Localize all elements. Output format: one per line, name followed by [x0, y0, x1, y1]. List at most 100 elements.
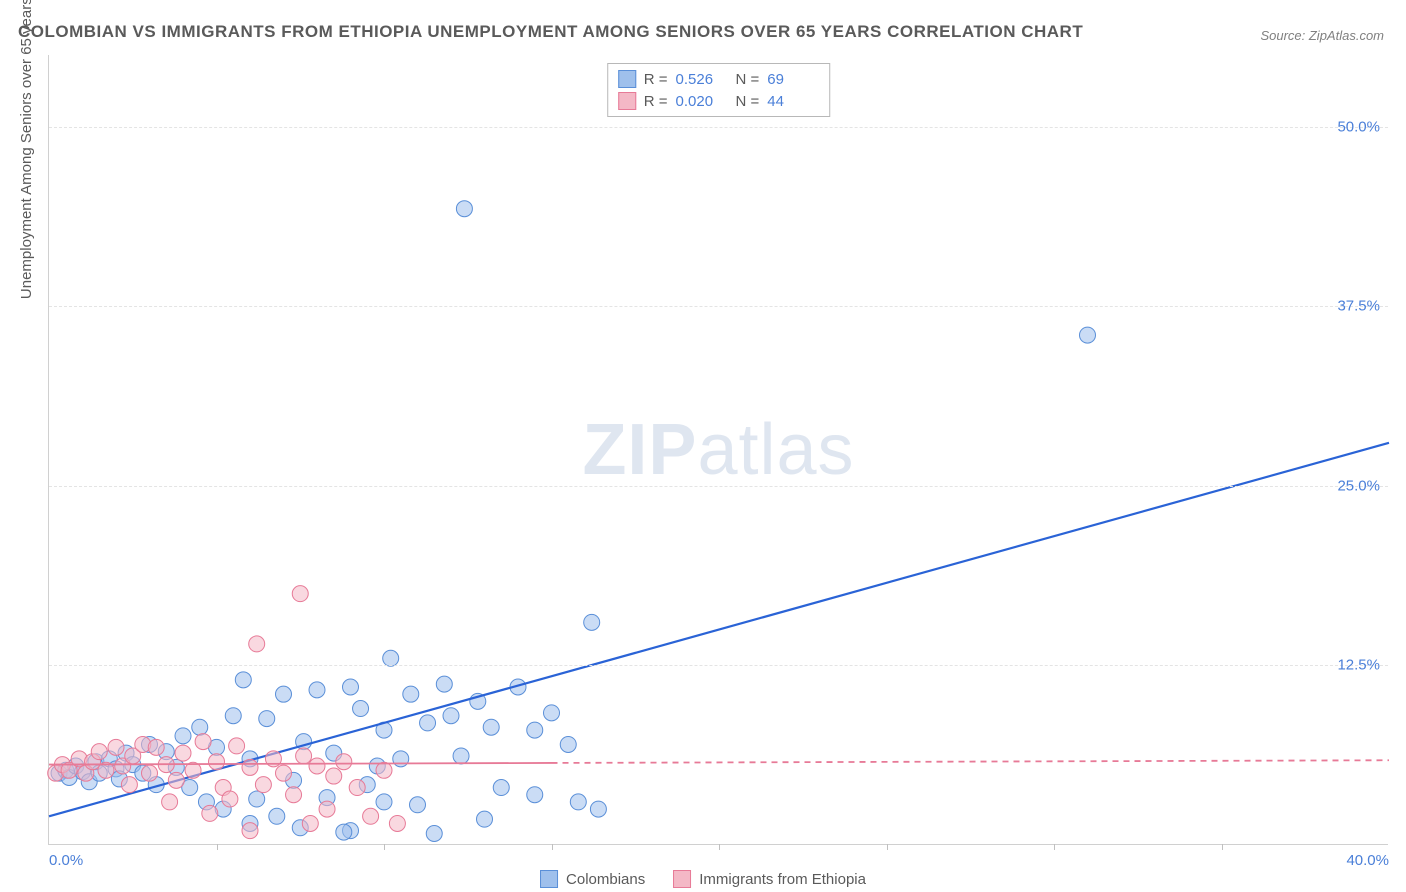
- data-point: [235, 672, 251, 688]
- data-point: [249, 791, 265, 807]
- data-point: [590, 801, 606, 817]
- data-point: [319, 801, 335, 817]
- x-tick-mark: [1222, 844, 1223, 850]
- data-point: [436, 676, 452, 692]
- legend-label: Immigrants from Ethiopia: [699, 871, 866, 888]
- data-point: [309, 682, 325, 698]
- data-point: [192, 719, 208, 735]
- stats-row: R = 0.526 N = 69: [618, 68, 820, 90]
- gridline: [49, 486, 1388, 487]
- data-point: [286, 787, 302, 803]
- n-label: N =: [736, 71, 760, 88]
- data-point: [249, 636, 265, 652]
- data-point: [121, 777, 137, 793]
- data-point: [326, 768, 342, 784]
- x-tick-mark: [1054, 844, 1055, 850]
- data-point: [276, 765, 292, 781]
- data-point: [222, 791, 238, 807]
- y-tick-label: 50.0%: [1337, 118, 1380, 135]
- data-point: [393, 751, 409, 767]
- data-point: [456, 201, 472, 217]
- r-value: 0.020: [676, 93, 728, 110]
- data-point: [570, 794, 586, 810]
- data-point: [202, 805, 218, 821]
- data-point: [229, 738, 245, 754]
- x-tick-mark: [552, 844, 553, 850]
- r-label: R =: [644, 71, 668, 88]
- data-point: [343, 679, 359, 695]
- data-point: [296, 748, 312, 764]
- data-point: [302, 815, 318, 831]
- legend-item: Immigrants from Ethiopia: [673, 870, 866, 888]
- data-point: [209, 754, 225, 770]
- x-tick-label: 0.0%: [49, 852, 83, 869]
- series-legend: Colombians Immigrants from Ethiopia: [540, 870, 866, 888]
- data-point: [269, 808, 285, 824]
- data-point: [108, 739, 124, 755]
- data-point: [242, 823, 258, 839]
- gridline: [49, 306, 1388, 307]
- data-point: [242, 759, 258, 775]
- data-point: [168, 772, 184, 788]
- plot-area: ZIPatlas R =0.526N =69R =0.020N =44 12.5…: [48, 55, 1388, 845]
- legend-swatch: [618, 70, 636, 88]
- n-label: N =: [736, 93, 760, 110]
- chart-svg: [49, 55, 1388, 844]
- chart-title: COLOMBIAN VS IMMIGRANTS FROM ETHIOPIA UN…: [18, 22, 1083, 42]
- y-tick-label: 12.5%: [1337, 657, 1380, 674]
- data-point: [410, 797, 426, 813]
- data-point: [148, 739, 164, 755]
- legend-swatch: [618, 92, 636, 110]
- y-tick-label: 25.0%: [1337, 477, 1380, 494]
- data-point: [162, 794, 178, 810]
- source-label: Source: ZipAtlas.com: [1260, 28, 1384, 43]
- data-point: [195, 734, 211, 750]
- data-point: [443, 708, 459, 724]
- data-point: [389, 815, 405, 831]
- x-tick-mark: [384, 844, 385, 850]
- x-tick-mark: [217, 844, 218, 850]
- data-point: [276, 686, 292, 702]
- n-value: 44: [767, 93, 819, 110]
- data-point: [383, 650, 399, 666]
- data-point: [376, 794, 392, 810]
- data-point: [560, 736, 576, 752]
- x-tick-label: 40.0%: [1346, 852, 1389, 869]
- legend-swatch: [673, 870, 691, 888]
- data-point: [259, 711, 275, 727]
- data-point: [336, 824, 352, 840]
- data-point: [426, 826, 442, 842]
- data-point: [225, 708, 241, 724]
- trend-line-dashed: [552, 760, 1390, 763]
- data-point: [353, 701, 369, 717]
- data-point: [420, 715, 436, 731]
- data-point: [376, 762, 392, 778]
- r-label: R =: [644, 93, 668, 110]
- data-point: [403, 686, 419, 702]
- data-point: [349, 780, 365, 796]
- legend-item: Colombians: [540, 870, 645, 888]
- data-point: [527, 787, 543, 803]
- data-point: [1080, 327, 1096, 343]
- data-point: [175, 745, 191, 761]
- stats-legend: R = 0.526 N = 69 R = 0.020 N = 44: [607, 63, 831, 117]
- data-point: [255, 777, 271, 793]
- data-point: [527, 722, 543, 738]
- data-point: [483, 719, 499, 735]
- r-value: 0.526: [676, 71, 728, 88]
- data-point: [175, 728, 191, 744]
- legend-label: Colombians: [566, 871, 645, 888]
- gridline: [49, 127, 1388, 128]
- data-point: [336, 754, 352, 770]
- stats-row: R = 0.020 N = 44: [618, 90, 820, 112]
- data-point: [493, 780, 509, 796]
- data-point: [584, 614, 600, 630]
- y-axis-label: Unemployment Among Seniors over 65 years: [18, 0, 35, 299]
- n-value: 69: [767, 71, 819, 88]
- data-point: [477, 811, 493, 827]
- correlation-chart: COLOMBIAN VS IMMIGRANTS FROM ETHIOPIA UN…: [0, 0, 1406, 892]
- data-point: [544, 705, 560, 721]
- data-point: [309, 758, 325, 774]
- x-tick-mark: [719, 844, 720, 850]
- legend-swatch: [540, 870, 558, 888]
